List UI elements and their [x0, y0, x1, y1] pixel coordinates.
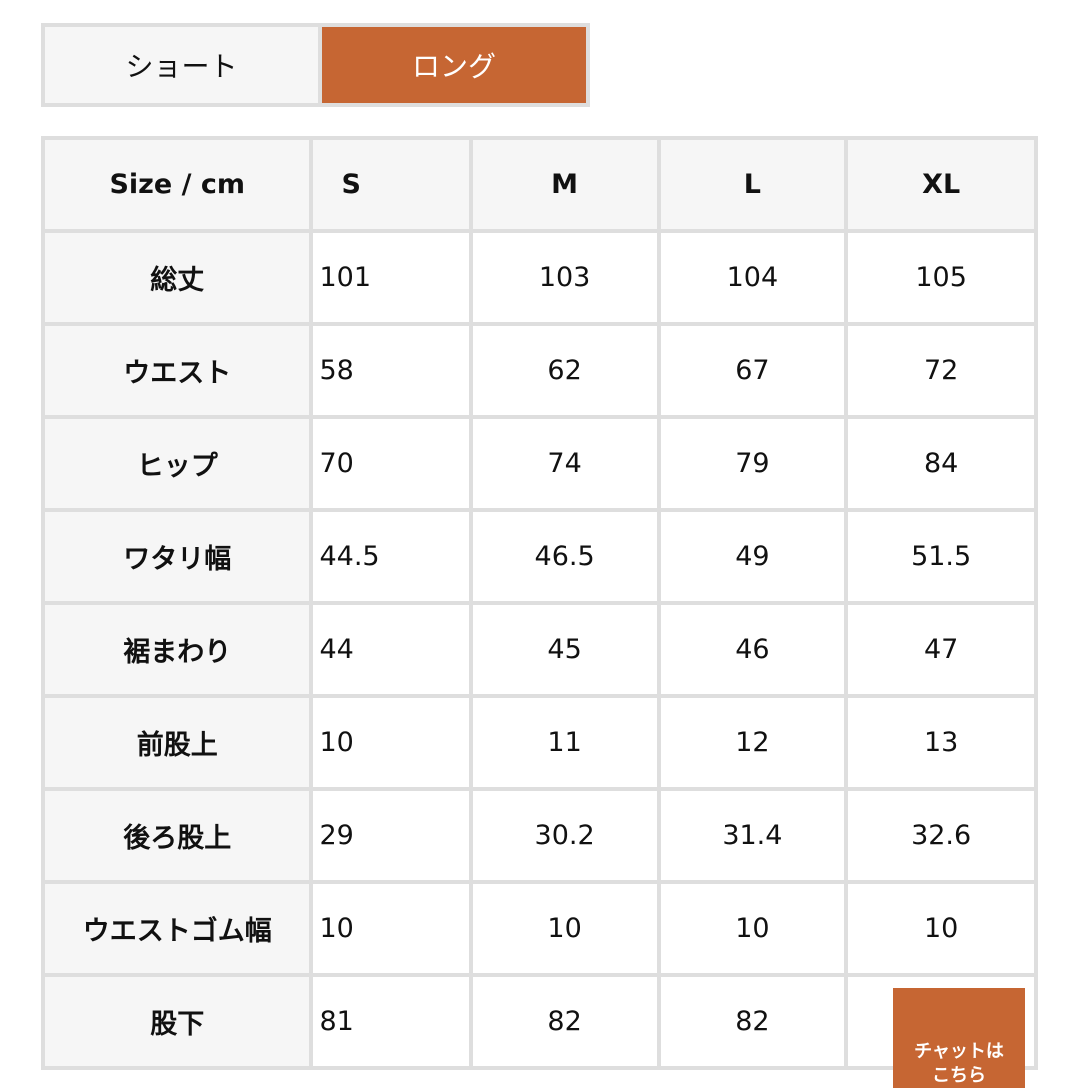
- table-cell: 104: [660, 233, 845, 322]
- table-cell: 82: [472, 977, 657, 1066]
- size-table: Size / cm S M L XL 総丈 101 103 104 105 ウエスト 58 6…: [41, 136, 1038, 1070]
- row-label: 前股上: [45, 698, 310, 787]
- table-row: 後ろ股上 29 30.2 31.4 32.6: [45, 791, 1034, 880]
- row-label: ヒップ: [45, 419, 310, 508]
- table-row: ウエストゴム幅 10 10 10 10: [45, 884, 1034, 973]
- header-l: L: [660, 140, 845, 229]
- header-m: M: [472, 140, 657, 229]
- table-row: ワタリ幅 44.5 46.5 49 51.5: [45, 512, 1034, 601]
- table-cell: 103: [472, 233, 657, 322]
- table-cell: 81: [313, 977, 469, 1066]
- table-cell: 11: [472, 698, 657, 787]
- table-cell: 84: [848, 419, 1034, 508]
- header-s: S: [313, 140, 469, 229]
- row-label: 股下: [45, 977, 310, 1066]
- row-label: 後ろ股上: [45, 791, 310, 880]
- table-cell: 58: [313, 326, 469, 415]
- table-header-row: Size / cm S M L XL: [45, 140, 1034, 229]
- table-cell: 49: [660, 512, 845, 601]
- table-row: 総丈 101 103 104 105: [45, 233, 1034, 322]
- table-cell: 31.4: [660, 791, 845, 880]
- table-cell: 12: [660, 698, 845, 787]
- row-label: ウエストゴム幅: [45, 884, 310, 973]
- table-cell: 79: [660, 419, 845, 508]
- table-cell: 29: [313, 791, 469, 880]
- table-cell: 46.5: [472, 512, 657, 601]
- tab-short[interactable]: ショート: [45, 27, 318, 103]
- row-label: ワタリ幅: [45, 512, 310, 601]
- table-cell: 72: [848, 326, 1034, 415]
- row-label: ウエスト: [45, 326, 310, 415]
- tab-long[interactable]: ロング: [322, 27, 586, 103]
- table-cell: 105: [848, 233, 1034, 322]
- table-cell: 30.2: [472, 791, 657, 880]
- table-row: 股下 81 82 82: [45, 977, 1034, 1066]
- table-cell: 82: [660, 977, 845, 1066]
- table-cell: 32.6: [848, 791, 1034, 880]
- table-cell: 10: [848, 884, 1034, 973]
- table-row: 前股上 10 11 12 13: [45, 698, 1034, 787]
- table-cell: 67: [660, 326, 845, 415]
- table-cell: 70: [313, 419, 469, 508]
- table-cell: 44: [313, 605, 469, 694]
- table-cell: 47: [848, 605, 1034, 694]
- row-label: 総丈: [45, 233, 310, 322]
- table-cell: 45: [472, 605, 657, 694]
- chat-button-line1: チャットは: [914, 1041, 1004, 1062]
- table-cell: 51.5: [848, 512, 1034, 601]
- table-cell: 44.5: [313, 512, 469, 601]
- table-row: 裾まわり 44 45 46 47: [45, 605, 1034, 694]
- table-cell: 10: [660, 884, 845, 973]
- table-cell: 74: [472, 419, 657, 508]
- header-size-cm: Size / cm: [45, 140, 310, 229]
- table-row: ウエスト 58 62 67 72: [45, 326, 1034, 415]
- table-cell: 10: [472, 884, 657, 973]
- table-row: ヒップ 70 74 79 84: [45, 419, 1034, 508]
- chat-button[interactable]: チャットは こちら: [893, 988, 1025, 1088]
- table-cell: 13: [848, 698, 1034, 787]
- header-xl: XL: [848, 140, 1034, 229]
- chat-button-line2: こちら: [932, 1065, 986, 1086]
- table-cell: 10: [313, 698, 469, 787]
- row-label: 裾まわり: [45, 605, 310, 694]
- table-cell: 62: [472, 326, 657, 415]
- table-cell: 101: [313, 233, 469, 322]
- table-cell: 10: [313, 884, 469, 973]
- table-cell: 46: [660, 605, 845, 694]
- length-tabs: ショート ロング: [41, 23, 590, 107]
